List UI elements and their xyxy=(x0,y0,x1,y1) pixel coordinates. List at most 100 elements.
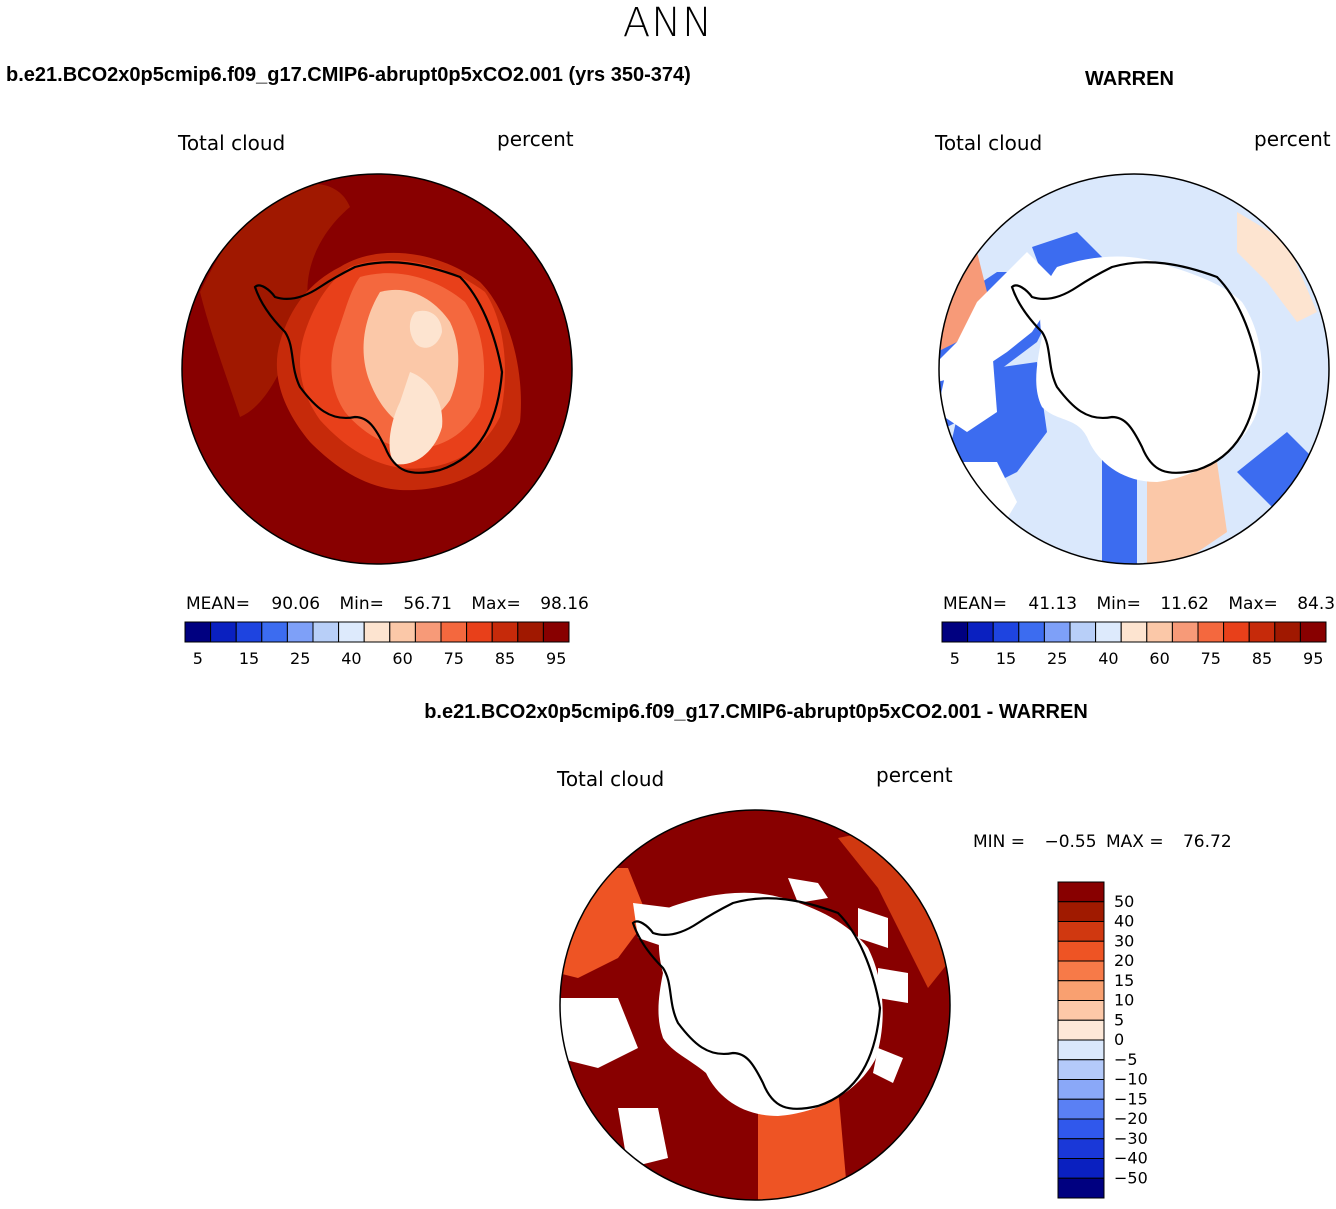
colorbar-tick-label: 50 xyxy=(1114,892,1134,911)
panel1-min-label: Min= xyxy=(339,594,384,614)
colorbar-tick-label: 95 xyxy=(1303,649,1323,668)
panel3-missing-region xyxy=(658,892,883,1116)
colorbar-swatch xyxy=(286,621,314,643)
colorbar-swatch xyxy=(941,621,969,643)
panel2-title: WARREN xyxy=(1085,68,1174,90)
colorbar-swatch xyxy=(1057,1039,1105,1061)
panel3-missing-region xyxy=(618,1108,668,1168)
panel2-max-label: Max= xyxy=(1228,594,1278,614)
panel1-mean-label: MEAN= xyxy=(186,594,250,614)
panel3-missing-region xyxy=(858,908,888,948)
panel3-coastline xyxy=(631,897,882,1110)
colorbar-tick-label: 40 xyxy=(1098,649,1118,668)
colorbar-tick-label: 40 xyxy=(1114,912,1134,931)
panel1-field-region xyxy=(389,372,443,465)
colorbar-tick-label: 85 xyxy=(1252,649,1272,668)
colorbar-tick-label: −40 xyxy=(1114,1149,1148,1168)
colorbar-tick-label: 60 xyxy=(392,649,412,668)
colorbar-swatch xyxy=(338,621,365,643)
colorbar-swatch xyxy=(1057,940,1105,962)
colorbar-tick-label: 5 xyxy=(1114,1010,1124,1029)
colorbar-swatch xyxy=(414,621,442,643)
panel1-polar-map xyxy=(181,173,573,565)
colorbar-swatch xyxy=(1146,621,1173,643)
colorbar-swatch xyxy=(1223,621,1250,643)
colorbar-tick-label: 60 xyxy=(1149,649,1169,668)
panel2-missing-region xyxy=(1036,256,1262,482)
panel2-missing-region xyxy=(939,347,997,432)
figure-title: ANN xyxy=(622,0,714,46)
panel1-variable-label: Total cloud xyxy=(178,131,286,155)
colorbar-swatch xyxy=(1197,621,1225,643)
panel2-field-region xyxy=(1147,462,1227,564)
colorbar-tick-label: 15 xyxy=(1114,971,1134,990)
panel3-min-value: −0.55 xyxy=(1044,832,1097,852)
colorbar-swatch xyxy=(312,621,340,643)
colorbar-swatch xyxy=(1095,621,1122,643)
colorbar-tick-label: 40 xyxy=(341,649,361,668)
panel2-stats: MEAN= 41.13 Min= 11.62 Max= 84.32 xyxy=(943,594,1336,614)
colorbar-swatch xyxy=(466,621,493,643)
panel3-stats: MIN = −0.55 MAX = 76.72 xyxy=(973,832,1232,852)
colorbar-swatch xyxy=(1057,1118,1105,1140)
colorbar-tick-label: −20 xyxy=(1114,1109,1148,1128)
panel1-max-value: 98.16 xyxy=(540,594,589,614)
colorbar-swatch xyxy=(1120,621,1148,643)
colorbar-tick-label: −15 xyxy=(1114,1089,1148,1108)
colorbar-swatch xyxy=(1057,980,1105,1001)
panel2-mean-value: 41.13 xyxy=(1028,594,1078,614)
panel3-title: b.e21.BCO2x0p5cmip6.f09_g17.CMIP6-abrupt… xyxy=(424,701,1088,723)
colorbar-tick-label: 15 xyxy=(239,649,259,668)
colorbar-swatch xyxy=(363,621,391,643)
colorbar-swatch xyxy=(261,621,288,643)
colorbar-swatch xyxy=(1057,1000,1105,1021)
panel2-min-label: Min= xyxy=(1096,594,1141,614)
colorbar-tick-label: 10 xyxy=(1114,991,1134,1010)
panel3-max-value: 76.72 xyxy=(1182,832,1232,852)
panel1-title: b.e21.BCO2x0p5cmip6.f09_g17.CMIP6-abrupt… xyxy=(6,64,691,86)
colorbar-tick-label: 25 xyxy=(290,649,310,668)
colorbar-swatch xyxy=(1057,1098,1105,1120)
colorbar-swatch xyxy=(1057,1059,1105,1080)
colorbar-swatch xyxy=(1248,621,1276,643)
colorbar-tick-label: −30 xyxy=(1114,1129,1148,1148)
colorbar-swatch xyxy=(1018,621,1045,643)
colorbar-swatch xyxy=(389,621,416,643)
panel3-units-label: percent xyxy=(876,763,953,787)
colorbar-swatch xyxy=(491,621,519,643)
colorbar-swatch xyxy=(1057,901,1105,922)
panel1-mean-value: 90.06 xyxy=(271,594,321,614)
panel1-map-border xyxy=(181,173,573,565)
colorbar-swatch xyxy=(1057,1138,1105,1159)
colorbar-swatch xyxy=(967,621,994,643)
panel1-coastline xyxy=(253,261,504,474)
colorbar-swatch xyxy=(440,621,468,643)
panel2-units-label: percent xyxy=(1254,127,1331,151)
colorbar-swatch xyxy=(1299,621,1327,643)
panel3-field-region xyxy=(838,828,950,988)
panel2-variable-label: Total cloud xyxy=(935,131,1043,155)
panel1-field-region xyxy=(409,310,442,348)
colorbar-swatch xyxy=(1274,621,1301,643)
colorbar-tick-label: 20 xyxy=(1114,951,1134,970)
panel2-colorbar: 5 15 25 40 60 75 85 95 xyxy=(941,621,1327,668)
colorbar-tick-label: 15 xyxy=(996,649,1016,668)
colorbar-tick-label: −10 xyxy=(1114,1070,1148,1089)
colorbar-swatch xyxy=(210,621,237,643)
colorbar-swatch xyxy=(184,621,212,643)
colorbar-tick-label: −50 xyxy=(1114,1168,1148,1187)
panel1-colorbar: 5 15 25 40 60 75 85 95 xyxy=(184,621,570,668)
colorbar-tick-label: 30 xyxy=(1114,931,1134,950)
panel1-min-value: 56.71 xyxy=(403,594,452,614)
colorbar-swatch xyxy=(1057,1177,1105,1199)
colorbar-tick-label: 85 xyxy=(495,649,515,668)
colorbar-tick-label: 75 xyxy=(1201,649,1221,668)
panel2-polar-map xyxy=(938,173,1330,565)
panel2-mean-label: MEAN= xyxy=(943,594,1007,614)
colorbar-tick-label: 95 xyxy=(546,649,566,668)
panel3-missing-region xyxy=(560,998,638,1068)
colorbar-swatch xyxy=(542,621,570,643)
colorbar-swatch xyxy=(1057,921,1105,942)
colorbar-tick-label: −5 xyxy=(1114,1050,1138,1069)
